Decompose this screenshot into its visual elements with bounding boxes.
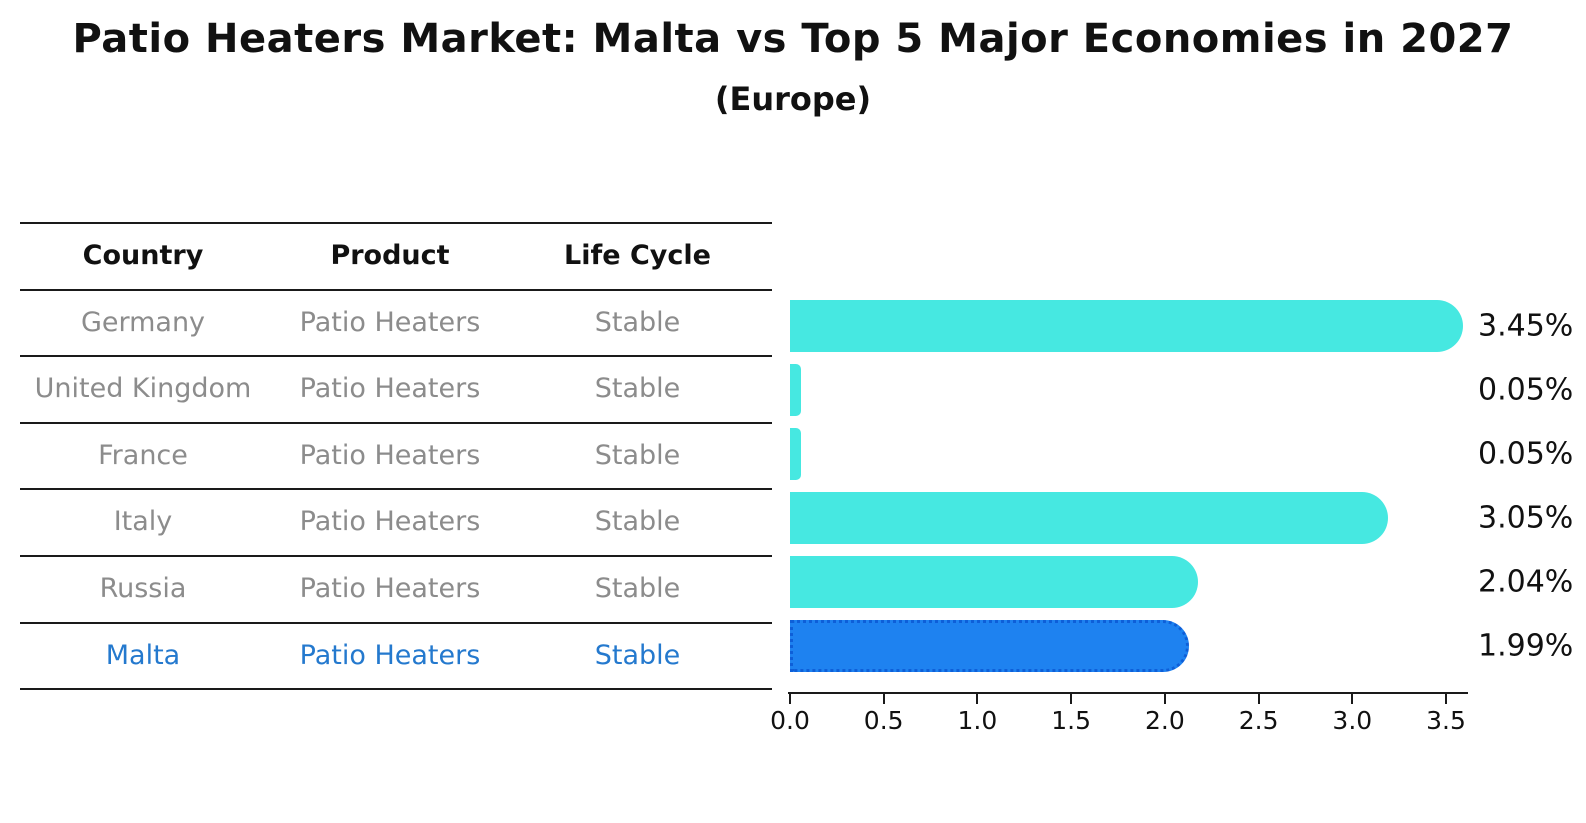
table-rule xyxy=(20,222,772,224)
table-cell-product: Patio Heaters xyxy=(299,573,481,604)
bar-value-label: 3.45% xyxy=(1478,308,1574,344)
table-cell-country: Malta xyxy=(105,640,181,671)
bar xyxy=(790,428,802,480)
table-cell-product: Patio Heaters xyxy=(299,640,481,671)
table-rule xyxy=(20,488,772,490)
x-axis-tick-label: 1.5 xyxy=(1051,706,1091,735)
bar xyxy=(790,492,1388,544)
x-axis-tick-label: 2.0 xyxy=(1145,706,1185,735)
table-cell-product: Patio Heaters xyxy=(299,506,481,537)
bar-malta-highlight xyxy=(790,620,1189,672)
table-cell-lifecycle: Stable xyxy=(594,373,681,404)
x-axis-tick xyxy=(1351,694,1354,704)
bar-value-label: 1.99% xyxy=(1478,628,1574,664)
table-cell-country: Russia xyxy=(99,573,187,604)
x-axis-tick xyxy=(1070,694,1073,704)
x-axis-tick-label: 1.0 xyxy=(957,706,998,735)
table-cell-country: Italy xyxy=(113,506,173,537)
table-cell-country: United Kingdom xyxy=(34,373,252,404)
bar xyxy=(790,300,1463,352)
table-cell-product: Patio Heaters xyxy=(299,307,481,338)
table-rule xyxy=(20,688,772,690)
table-rule xyxy=(20,422,772,424)
table-cell-product: Patio Heaters xyxy=(299,373,481,404)
table-cell-country: Germany xyxy=(80,307,206,338)
x-axis-tick-label: 0.0 xyxy=(770,706,810,735)
table-rule xyxy=(20,355,772,357)
bar-value-label: 0.05% xyxy=(1478,436,1574,472)
x-axis-tick xyxy=(1163,694,1166,704)
x-axis-tick xyxy=(976,694,979,704)
table-rule xyxy=(20,289,772,291)
table-header-cell: Product xyxy=(330,240,450,271)
bar-value-label: 0.05% xyxy=(1478,372,1574,408)
x-axis-tick-label: 3.0 xyxy=(1332,706,1373,735)
x-axis-line xyxy=(788,692,1468,694)
x-axis-tick xyxy=(1445,694,1447,704)
table-cell-country: France xyxy=(98,440,188,471)
bar xyxy=(790,364,802,416)
x-axis-tick xyxy=(882,694,885,704)
bar-value-label: 2.04% xyxy=(1478,564,1574,600)
table-rule xyxy=(20,622,772,624)
table-cell-lifecycle: Stable xyxy=(594,506,681,537)
x-axis-tick-label: 2.5 xyxy=(1238,706,1279,735)
chart-title: Patio Heaters Market: Malta vs Top 5 Maj… xyxy=(72,16,1514,62)
table-cell-lifecycle: Stable xyxy=(594,440,681,471)
x-axis-tick xyxy=(789,694,791,704)
table-rule xyxy=(20,555,772,557)
table-cell-lifecycle: Stable xyxy=(594,640,681,671)
x-axis-tick-label: 0.5 xyxy=(863,706,904,735)
bar xyxy=(790,556,1199,608)
table-cell-product: Patio Heaters xyxy=(299,440,481,471)
table-header-cell: Country xyxy=(82,240,204,271)
x-axis-tick-label: 3.5 xyxy=(1426,706,1466,735)
table-header-cell: Life Cycle xyxy=(564,240,711,271)
chart-subtitle: (Europe) xyxy=(714,80,872,118)
table-cell-lifecycle: Stable xyxy=(594,307,681,338)
x-axis-tick xyxy=(1257,694,1260,704)
table-cell-lifecycle: Stable xyxy=(594,573,681,604)
bar-value-label: 3.05% xyxy=(1478,500,1574,536)
